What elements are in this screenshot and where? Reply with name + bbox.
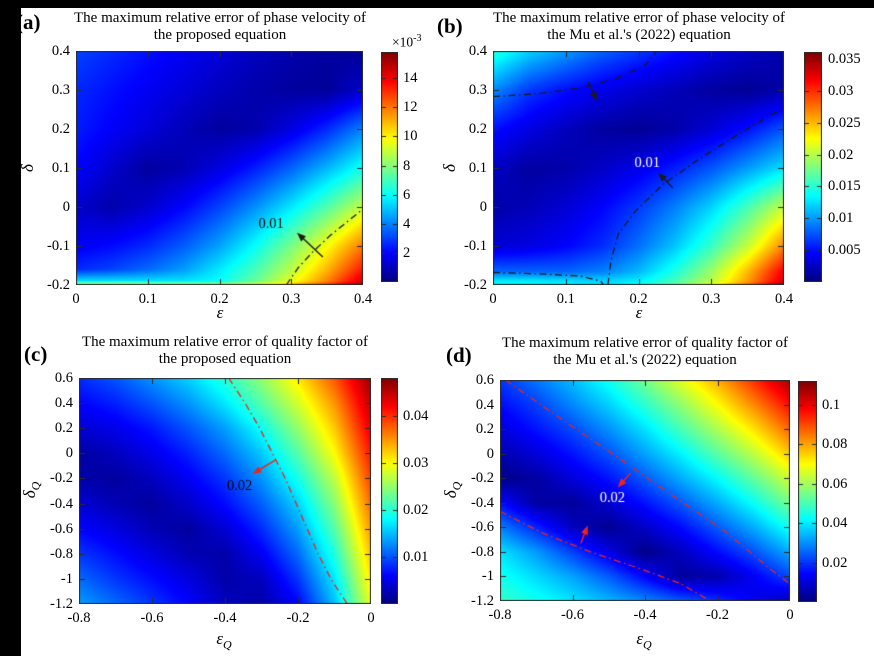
y-tick-label: -0.2 <box>464 277 487 293</box>
x-tick-label: 0.2 <box>629 291 648 307</box>
y-tick-label: 0.4 <box>51 43 70 59</box>
colorbar-tick-label: 0.1 <box>822 396 841 413</box>
colorbar-tick-label: 14 <box>403 70 418 87</box>
x-tick-label: 0.3 <box>702 291 721 307</box>
y-tick-label: -1.2 <box>471 593 494 609</box>
x-axis-label: εQ <box>216 629 232 652</box>
x-tick-label: 0 <box>367 610 375 626</box>
x-tick-label: 0.1 <box>138 291 157 307</box>
x-tick-label: -0.8 <box>488 607 512 623</box>
y-tick-label: 0.2 <box>54 420 73 437</box>
y-tick-label: 0.3 <box>51 82 70 98</box>
y-tick-label: -1 <box>481 568 494 585</box>
panel-c-title: The maximum relative error of quality fa… <box>81 334 369 367</box>
colorbar-tick-label: 0.015 <box>828 178 861 195</box>
x-tick-label: -0.6 <box>561 607 584 623</box>
y-tick-label: -0.2 <box>47 277 70 293</box>
y-tick-label: 0.6 <box>475 372 494 388</box>
colorbar-tick-label: 12 <box>403 99 418 116</box>
y-tick-label: -1.2 <box>50 596 73 612</box>
colorbar-tick-label: 0.08 <box>822 436 848 453</box>
x-tick-label: -0.2 <box>286 610 310 626</box>
x-tick-label: 0.2 <box>210 291 229 307</box>
y-tick-label: -0.2 <box>471 470 494 487</box>
y-tick-label: -0.6 <box>50 520 73 537</box>
x-tick-label: 0 <box>786 607 794 623</box>
y-tick-label: 0.2 <box>468 121 487 137</box>
heatmap-canvas <box>79 378 371 604</box>
panel-d-label: (d) <box>446 343 472 367</box>
x-tick-label: -0.8 <box>67 610 91 626</box>
colorbar-tick-label: 8 <box>403 157 411 174</box>
left-black-bar <box>0 0 21 656</box>
colorbar-tick-label: 0.06 <box>822 475 848 492</box>
x-tick-label: 0.4 <box>774 291 794 307</box>
heatmap-canvas <box>500 380 790 601</box>
colorbar-tick-label: 2 <box>403 244 411 261</box>
heatmap-canvas <box>76 51 363 285</box>
y-tick-label: 0.4 <box>54 395 73 412</box>
y-tick-label: 0.2 <box>475 421 494 438</box>
x-tick-label: 0.4 <box>353 291 373 307</box>
colorbar-multiplier: ×10-3 <box>392 33 422 50</box>
colorbar-tick-label: 0.03 <box>403 454 429 471</box>
y-tick-label: 0.3 <box>468 82 487 98</box>
colorbar-tick-label: 0.02 <box>403 501 429 518</box>
y-tick-label: -0.4 <box>50 495 73 512</box>
panel-c-label: (c) <box>24 342 48 366</box>
colorbar-tick-label: 0.005 <box>828 242 861 259</box>
x-axis-label: ε <box>635 303 643 322</box>
x-tick-label: -0.4 <box>213 610 237 626</box>
top-black-bar <box>0 0 874 8</box>
x-axis-label: εQ <box>636 629 652 652</box>
colorbar-tick-label: 0.04 <box>403 407 429 424</box>
colorbar-canvas <box>798 381 817 602</box>
y-tick-label: -0.8 <box>471 543 494 560</box>
y-tick-label: 0 <box>486 445 494 462</box>
y-tick-label: 0.6 <box>54 370 73 386</box>
panel-a-title: The maximum relative error of phase velo… <box>74 10 366 43</box>
y-tick-label: 0.4 <box>475 396 494 413</box>
panel-d-title: The maximum relative error of quality fa… <box>501 335 789 368</box>
y-tick-label: 0.4 <box>468 43 487 59</box>
y-tick-label: -0.1 <box>47 238 70 254</box>
colorbar-tick-label: 0.035 <box>828 51 861 67</box>
y-tick-label: -0.8 <box>50 545 73 562</box>
x-tick-label: -0.4 <box>633 607 657 623</box>
y-tick-label: -0.2 <box>50 470 73 487</box>
x-tick-label: 0 <box>72 291 80 307</box>
x-axis-label: ε <box>216 303 224 322</box>
x-tick-label: -0.6 <box>140 610 164 626</box>
colorbar-canvas <box>381 52 398 282</box>
y-tick-label: -0.4 <box>471 494 494 511</box>
panel-b-title: The maximum relative error of phase velo… <box>493 10 785 43</box>
colorbar-tick-label: 0.03 <box>828 82 854 99</box>
y-tick-label: -1 <box>60 570 73 587</box>
y-tick-label: 0.1 <box>468 160 487 176</box>
x-tick-label: 0 <box>489 291 497 307</box>
colorbar-tick-label: 0.04 <box>822 515 848 532</box>
x-tick-label: -0.2 <box>706 607 729 623</box>
colorbar-tick-label: 6 <box>403 186 411 203</box>
colorbar-tick-label: 0.01 <box>828 210 854 227</box>
y-tick-label: -0.1 <box>464 238 487 254</box>
panel-b-label: (b) <box>437 14 463 38</box>
y-tick-label: 0.1 <box>51 160 70 176</box>
colorbar-tick-label: 0.02 <box>822 554 848 571</box>
colorbar-tick-label: 0.02 <box>828 146 854 163</box>
colorbar-tick-label: 0.025 <box>828 114 861 131</box>
y-tick-label: 0 <box>62 199 70 215</box>
colorbar-canvas <box>804 52 822 282</box>
colorbar-canvas <box>381 378 398 604</box>
y-tick-label: -0.6 <box>471 519 494 536</box>
colorbar-tick-label: 4 <box>403 215 411 232</box>
y-tick-label: 0.2 <box>51 121 70 137</box>
colorbar-tick-label: 0.01 <box>403 548 429 565</box>
x-tick-label: 0.1 <box>556 291 575 307</box>
y-tick-label: 0 <box>65 445 73 462</box>
x-tick-label: 0.3 <box>282 291 301 307</box>
heatmap-canvas <box>493 51 784 285</box>
y-tick-label: 0 <box>479 199 487 215</box>
colorbar-tick-label: 10 <box>403 128 418 145</box>
